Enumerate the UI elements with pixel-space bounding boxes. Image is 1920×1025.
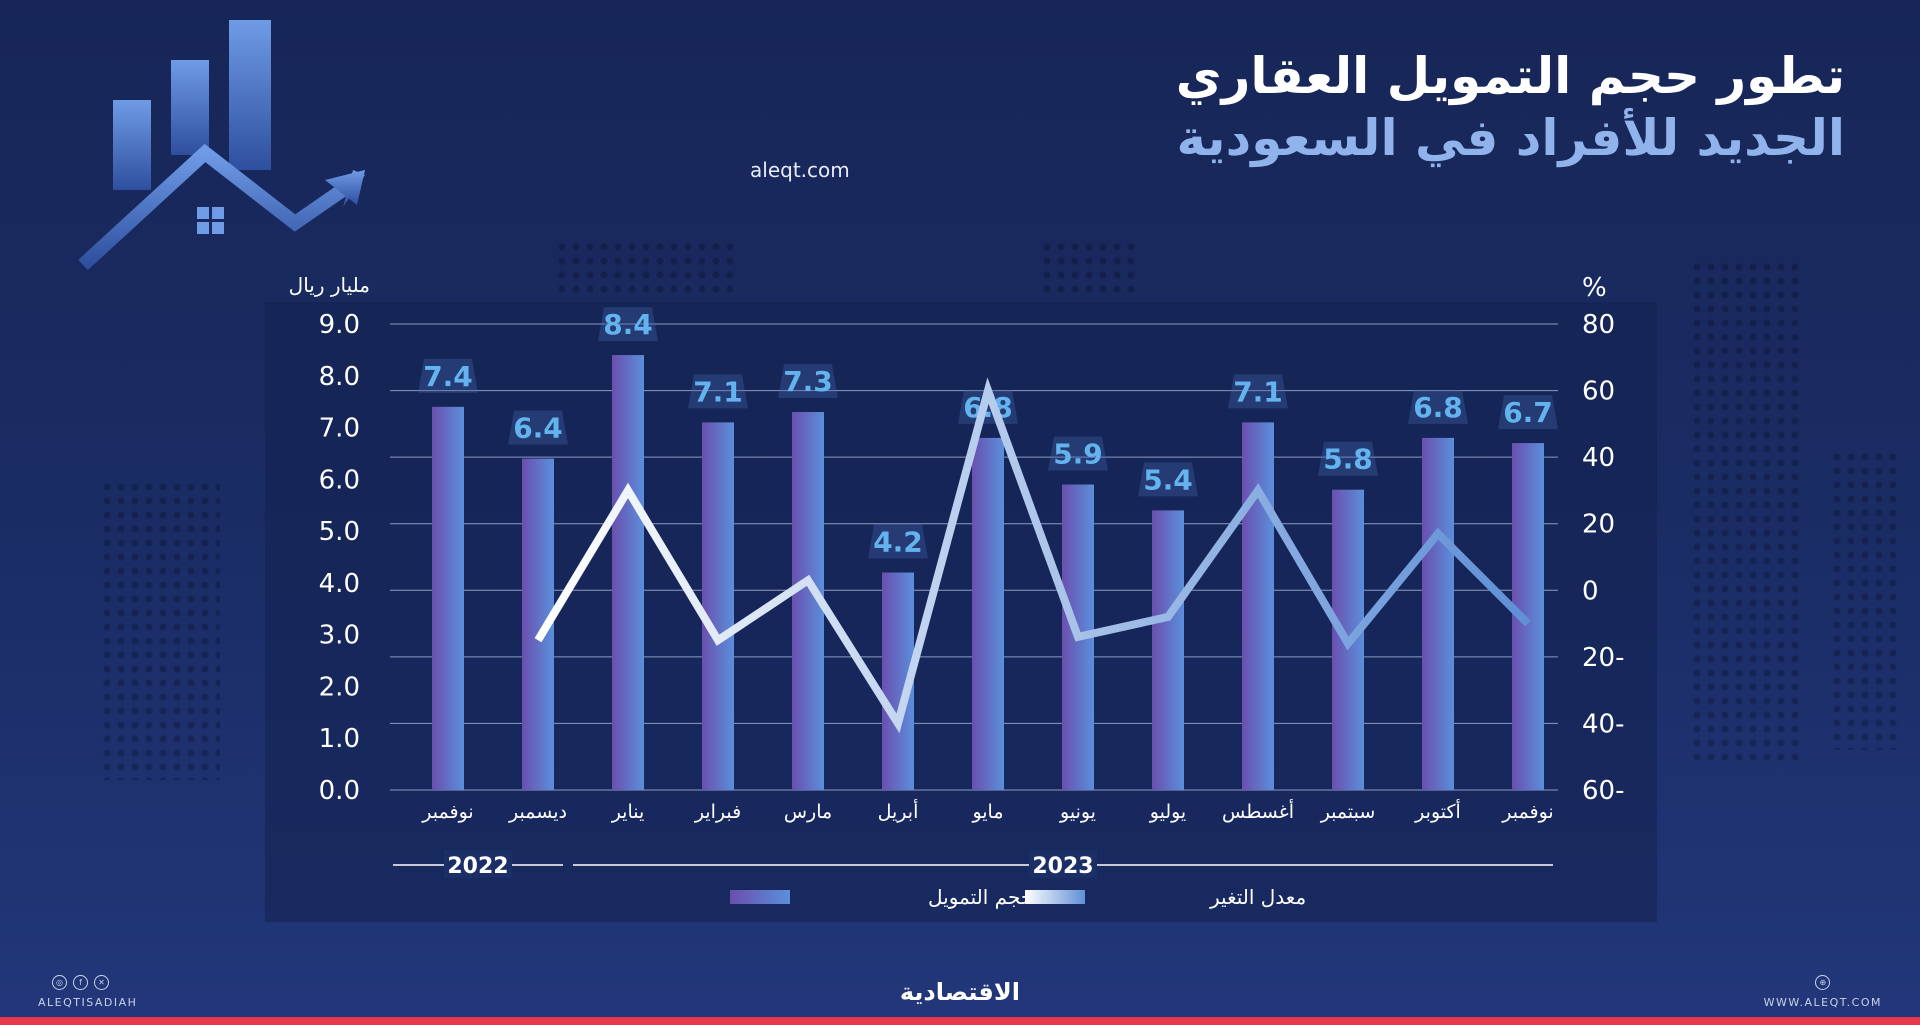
page-subtitle: الجديد للأفراد في السعودية <box>1176 109 1845 167</box>
year-label-bg <box>1029 850 1097 878</box>
value-label-badge <box>958 389 1018 424</box>
value-label-badge <box>1498 395 1558 430</box>
bar-value-label: 6.7 <box>1503 396 1553 429</box>
x-tick-label: يونيو <box>1059 801 1096 823</box>
value-label-badge <box>868 524 928 559</box>
instagram-icon[interactable]: ◎ <box>52 975 67 990</box>
bar-value-label: 7.4 <box>423 360 473 393</box>
x-tick-label: نوفمبر <box>421 801 473 823</box>
y-right-tick-label: 60 <box>1582 377 1615 407</box>
footer-website: ⊕ WWW.ALEQT.COM <box>1764 975 1882 1009</box>
x-tick-label: أبريل <box>878 799 919 823</box>
brand-logo: الاقتصادية <box>899 978 1020 1006</box>
globe-icon[interactable]: ⊕ <box>1815 975 1831 990</box>
bar <box>612 355 644 790</box>
y-right-axis-title: % <box>1582 273 1607 303</box>
house-chart-logo-icon <box>78 20 365 271</box>
bar <box>702 422 734 790</box>
bar <box>972 437 1004 790</box>
x-tick-label: سبتمبر <box>1320 801 1376 823</box>
value-label-badge <box>418 358 478 393</box>
legend-label-bars: حجم التمويل <box>928 885 1033 909</box>
x-tick-label: نوفمبر <box>1501 801 1553 823</box>
title-block: تطور حجم التمويل العقاري الجديد للأفراد … <box>1176 45 1845 169</box>
value-label-badge <box>508 410 568 445</box>
legend-label-line: معدل التغير <box>1209 885 1306 909</box>
bar-value-label: 5.4 <box>1143 463 1193 496</box>
legend-swatch-line <box>1025 890 1085 904</box>
bottom-accent-bar <box>0 1017 1920 1025</box>
series-line <box>534 377 1531 734</box>
x-tick-label: ديسمبر <box>508 801 567 823</box>
value-label-badge <box>778 364 838 399</box>
value-label-badge <box>1318 441 1378 476</box>
background-pattern <box>1830 450 1900 750</box>
bar-value-label: 5.8 <box>1323 443 1373 476</box>
y-left-tick-label: 1.0 <box>319 724 360 754</box>
x-tick-label: أكتوبر <box>1414 799 1461 823</box>
value-label-badge <box>1408 389 1468 424</box>
y-left-tick-label: 5.0 <box>319 517 360 547</box>
bar <box>432 406 464 790</box>
value-label-badge <box>1048 436 1108 471</box>
bar <box>1242 422 1274 790</box>
y-right-tick-label: 20- <box>1582 643 1624 673</box>
background-pattern <box>100 480 220 780</box>
x-tick-label: يوليو <box>1149 801 1186 823</box>
y-right-tick-label: 80 <box>1582 310 1615 340</box>
bar <box>1152 510 1184 790</box>
value-label-badge <box>598 307 658 342</box>
y-left-tick-label: 4.0 <box>319 569 360 599</box>
bar-value-label: 7.1 <box>1233 375 1283 408</box>
y-left-tick-label: 6.0 <box>319 465 360 495</box>
x-tick-label: مارس <box>784 801 832 823</box>
website-label: aleqt.com <box>750 158 850 182</box>
y-right-tick-label: 60- <box>1582 776 1624 806</box>
facebook-icon[interactable]: f <box>73 975 88 990</box>
bar-value-label: 7.1 <box>693 375 743 408</box>
y-left-tick-label: 2.0 <box>319 672 360 702</box>
value-label-badge <box>688 374 748 409</box>
value-label-badge <box>1138 462 1198 497</box>
bar-value-label: 5.9 <box>1053 438 1103 471</box>
y-left-tick-label: 8.0 <box>319 362 360 392</box>
bar-value-label: 8.4 <box>603 308 653 341</box>
bar-value-label: 6.4 <box>513 412 563 445</box>
y-right-tick-label: 20 <box>1582 510 1615 540</box>
year-label: 2022 <box>447 854 508 879</box>
y-right-tick-label: 40 <box>1582 443 1615 473</box>
legend-swatch-bars <box>730 890 790 904</box>
y-left-tick-label: 0.0 <box>319 776 360 806</box>
bar-value-label: 6.8 <box>1413 391 1463 424</box>
y-left-tick-label: 7.0 <box>319 414 360 444</box>
footer-url[interactable]: WWW.ALEQT.COM <box>1763 996 1882 1009</box>
bar-value-label: 4.2 <box>873 526 923 559</box>
bar <box>1422 437 1454 790</box>
year-label: 2023 <box>1032 854 1093 879</box>
page-title: تطور حجم التمويل العقاري <box>1175 47 1845 105</box>
footer-handle: ALEQTISADIAH <box>38 996 138 1009</box>
x-tick-label: أغسطس <box>1222 799 1294 823</box>
y-right-tick-label: 40- <box>1582 709 1624 739</box>
y-left-tick-label: 3.0 <box>319 621 360 651</box>
x-icon[interactable]: ✕ <box>94 975 109 990</box>
background-pattern <box>1040 240 1140 300</box>
y-left-tick-label: 9.0 <box>319 310 360 340</box>
footer-social: ◎ f ✕ ALEQTISADIAH <box>38 975 137 1009</box>
background-pattern <box>555 240 735 300</box>
value-label-badge <box>1228 374 1288 409</box>
bar-value-label: 7.3 <box>783 365 833 398</box>
x-tick-label: مايو <box>971 801 1003 823</box>
background-pattern <box>1690 260 1800 760</box>
year-label-bg <box>444 850 512 878</box>
x-tick-label: فبراير <box>694 801 741 823</box>
x-tick-label: يناير <box>611 801 645 823</box>
y-left-axis-title: مليار ريال <box>289 273 370 297</box>
y-right-tick-label: 0 <box>1582 576 1599 606</box>
